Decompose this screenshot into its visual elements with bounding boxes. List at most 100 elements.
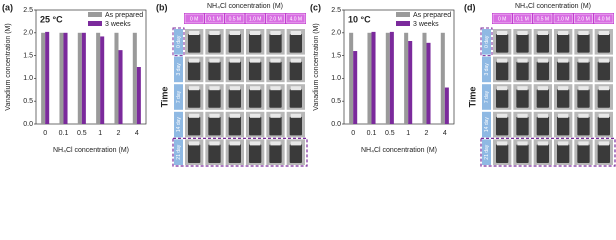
- vial-cap: [558, 113, 569, 118]
- x-axis-label: NH₄Cl concentration (M): [53, 147, 129, 154]
- column-header: [266, 13, 285, 24]
- vial-cap: [598, 86, 609, 91]
- vial-cap: [229, 86, 240, 91]
- vial-body: [496, 144, 509, 163]
- x-tick-label: 0.5: [77, 130, 87, 137]
- row-label: 14 day: [176, 117, 182, 133]
- y-tick-label: 1.0: [23, 75, 33, 82]
- y-axis-label: Vanadium concentration (M): [5, 23, 12, 110]
- bar: [353, 51, 358, 124]
- highlight: [172, 27, 185, 57]
- vial-body: [249, 144, 262, 163]
- vial-cap: [537, 31, 548, 35]
- vial-body: [577, 61, 590, 81]
- vial-cap: [290, 113, 301, 118]
- y-tick-label: 0.0: [331, 121, 341, 128]
- row-header: [482, 29, 491, 55]
- x-tick-label: 0.5: [385, 130, 395, 137]
- panel-label: (c): [310, 2, 321, 12]
- vial-cap: [229, 58, 240, 63]
- row-header: [174, 56, 183, 83]
- vial-cap: [290, 58, 301, 63]
- vial-body: [208, 34, 221, 53]
- vial-cap: [598, 141, 609, 146]
- vial-body: [577, 89, 590, 108]
- y-tick-label: 2.5: [23, 7, 33, 14]
- vial-body: [496, 34, 509, 53]
- column-header: [553, 13, 573, 24]
- legend-swatch: [396, 12, 410, 17]
- bar: [422, 32, 427, 124]
- vial-body: [228, 116, 241, 136]
- y-tick-label: 1.0: [331, 75, 341, 82]
- x-tick-label: 0: [351, 130, 355, 137]
- y-tick-label: 1.5: [331, 52, 341, 59]
- vial-cap: [558, 86, 569, 91]
- vial-cap: [497, 113, 508, 118]
- header-band: [184, 13, 306, 24]
- bar: [136, 67, 141, 124]
- vial-body: [577, 116, 590, 136]
- bar: [132, 32, 137, 124]
- vial-cap: [250, 58, 261, 63]
- vial-cap: [537, 86, 548, 91]
- vial-body: [269, 61, 282, 81]
- bar: [440, 32, 445, 124]
- column-label: 0 M: [498, 16, 506, 22]
- vial-body: [269, 116, 282, 136]
- column-header: [286, 13, 306, 24]
- bar: [404, 32, 409, 124]
- vial-cap: [578, 31, 589, 35]
- vial-cap: [517, 141, 528, 146]
- vial-body: [516, 89, 529, 108]
- vial-body: [597, 34, 610, 53]
- row-label: 3 day: [484, 63, 490, 76]
- vial-body: [597, 116, 610, 136]
- vial-cap: [598, 31, 609, 35]
- vial-body: [557, 34, 570, 53]
- vial-body: [269, 89, 282, 108]
- vial-cap: [497, 86, 508, 91]
- vial-cap: [517, 86, 528, 91]
- bar: [81, 32, 86, 124]
- vial-cap: [270, 113, 281, 118]
- row-label: 0 day: [176, 35, 182, 48]
- legend-label: As prepared: [105, 12, 143, 19]
- x-tick-label: 1: [98, 130, 102, 137]
- x-tick-label: 2: [117, 130, 121, 137]
- bar: [349, 32, 354, 124]
- row-label: 21 day: [484, 144, 490, 160]
- y-tick-label: 2.5: [331, 7, 341, 14]
- vial-body: [496, 116, 509, 136]
- legend-swatch: [88, 21, 102, 26]
- row-header: [174, 139, 183, 165]
- legend-label: 3 weeks: [413, 21, 439, 28]
- bar: [444, 87, 449, 124]
- row-header: [174, 29, 183, 55]
- row-header: [482, 56, 491, 83]
- column-label: 0 M: [190, 16, 198, 22]
- row-header: [482, 111, 491, 138]
- vial-cap: [497, 31, 508, 35]
- vial-cap: [497, 58, 508, 63]
- vial-cap: [189, 31, 200, 35]
- y-tick-label: 0.5: [331, 98, 341, 105]
- legend-swatch: [88, 12, 102, 17]
- figure: (a) Vanadium concentration (M) NH₄Cl conce…: [2, 2, 616, 167]
- vial-body: [516, 144, 529, 163]
- column-header: [225, 13, 245, 24]
- column-header: [184, 13, 204, 24]
- x-tick-label: 0.1: [367, 130, 377, 137]
- vial-cap: [209, 31, 220, 35]
- vial-body: [289, 144, 302, 163]
- vial-body: [249, 116, 262, 136]
- bar: [408, 41, 413, 125]
- plot-frame: [343, 9, 455, 125]
- vial-body: [516, 34, 529, 53]
- bar: [100, 36, 105, 124]
- row-header: [482, 139, 491, 165]
- bar: [114, 32, 119, 124]
- vial-body: [228, 144, 241, 163]
- vial-cap: [517, 58, 528, 63]
- y-tick-label: 0.0: [23, 121, 33, 128]
